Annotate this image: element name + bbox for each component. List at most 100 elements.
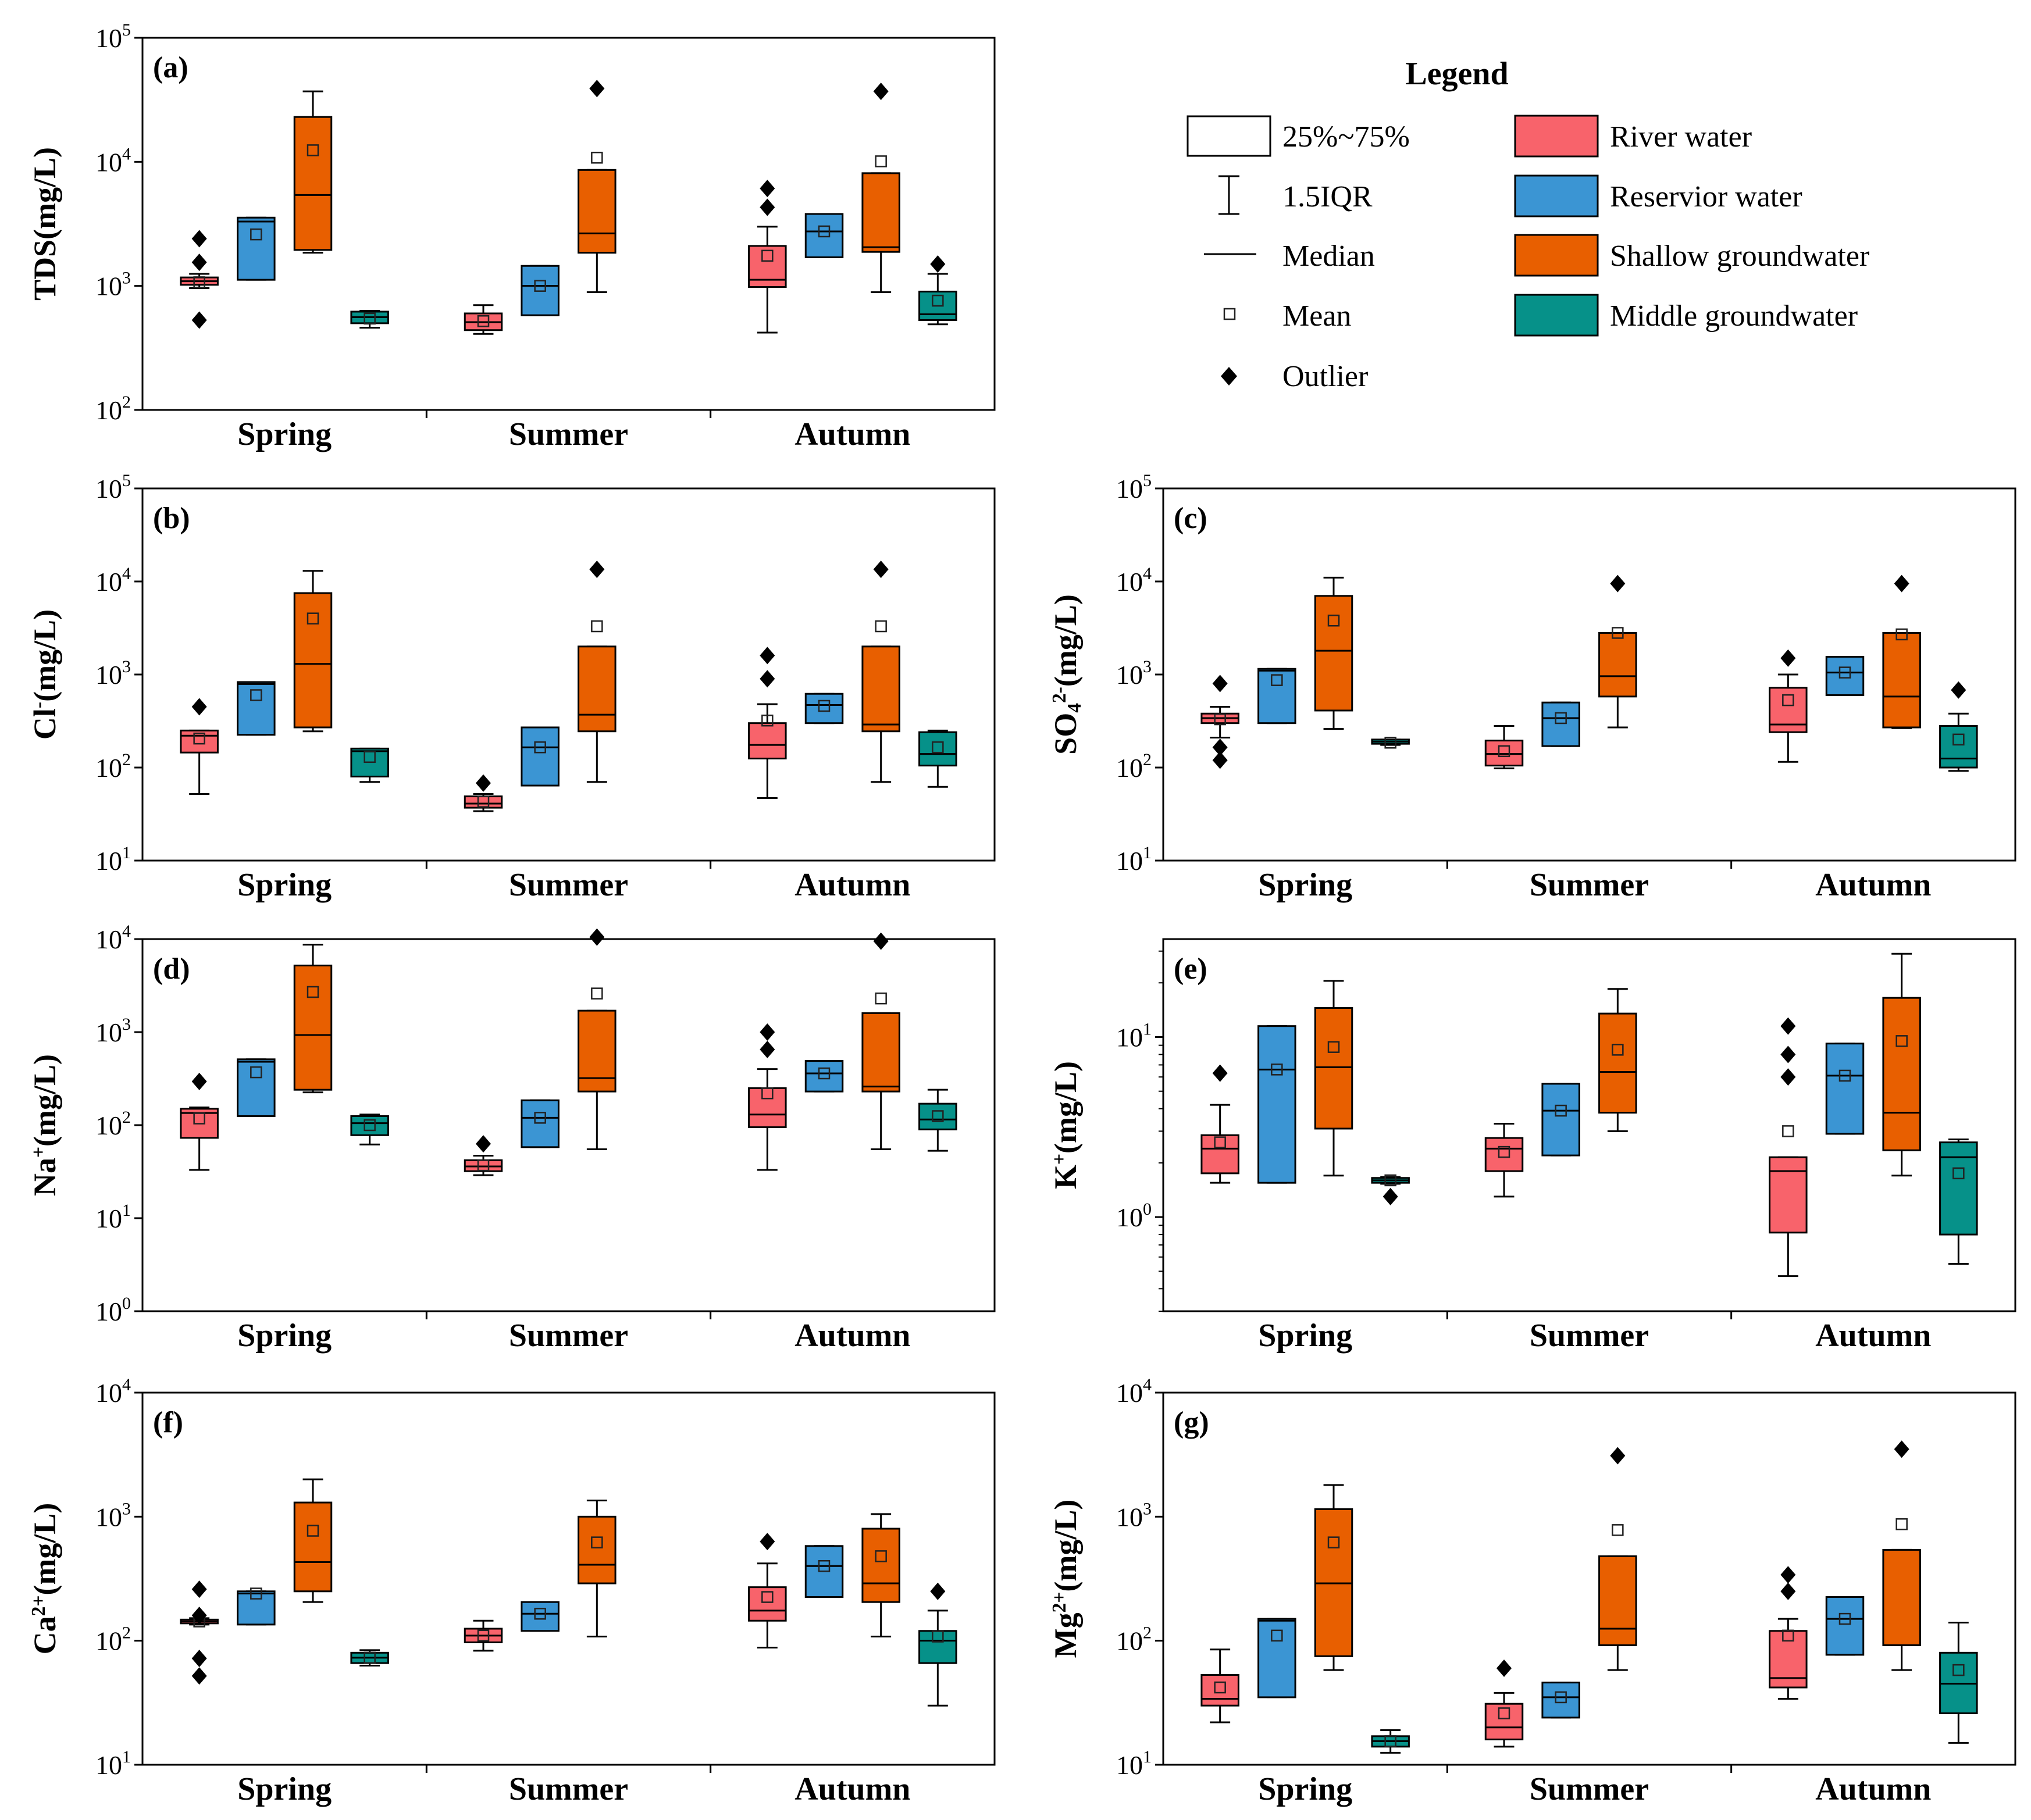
mean-marker	[477, 1629, 490, 1642]
box-river	[180, 1072, 219, 1171]
tick-exponent: 5	[1143, 471, 1152, 490]
box-reservoir	[804, 693, 844, 725]
y-tick-label: 105	[95, 471, 131, 504]
mean-marker	[1555, 1691, 1567, 1704]
y-tick-label: 104	[95, 564, 131, 597]
mean-marker	[932, 294, 944, 307]
box-river	[464, 1619, 503, 1652]
panel-label: (e)	[1174, 952, 1207, 986]
outlier-marker	[760, 198, 775, 216]
legend-group-label: River water	[1610, 120, 1752, 154]
box-body	[1484, 1137, 1524, 1172]
tick-base: 10	[95, 1204, 122, 1233]
y-tick-label: 103	[95, 269, 131, 301]
box-shallow	[1314, 1484, 1353, 1671]
mean-marker	[1838, 1612, 1851, 1625]
box-reservoir	[1825, 1043, 1865, 1135]
box-shallow	[293, 90, 333, 254]
mean-marker	[1327, 614, 1340, 627]
tick-base: 10	[95, 1018, 122, 1047]
outlier-marker	[191, 698, 207, 716]
tick-base: 10	[95, 1502, 122, 1532]
mean-marker	[307, 144, 319, 156]
outlier-marker	[191, 1667, 207, 1685]
y-axis-label: Na+(mg/L)	[27, 1054, 62, 1196]
box-middle	[1371, 737, 1410, 749]
label-part: +	[1049, 1154, 1070, 1165]
tick-base: 10	[95, 925, 122, 954]
box-shallow	[1882, 1440, 1921, 1671]
outlier-marker	[1780, 649, 1796, 667]
tick-exponent: 2	[122, 392, 131, 412]
box-body	[1939, 1141, 1978, 1236]
tick-exponent: 2	[122, 750, 131, 769]
mean-marker	[1498, 1707, 1510, 1719]
box-river	[1200, 675, 1239, 769]
box-body	[1541, 701, 1580, 747]
tick-exponent: 2	[1143, 1623, 1152, 1643]
outlier-marker	[1894, 1440, 1909, 1458]
y-tick-label: 105	[1116, 471, 1152, 504]
outlier-marker	[873, 932, 889, 950]
box-body	[521, 265, 560, 316]
y-axis-label: TDS(mg/L)	[27, 147, 62, 301]
mean-marker	[250, 228, 262, 241]
box-body	[1484, 1703, 1524, 1740]
outlier-marker	[1780, 1566, 1796, 1584]
outlier-marker	[1610, 574, 1626, 593]
tick-base: 10	[95, 1378, 122, 1408]
box-river	[1484, 1123, 1524, 1198]
box-reservoir	[1541, 1682, 1580, 1719]
mean-marker	[1895, 628, 1908, 641]
outlier-marker	[1780, 1068, 1796, 1086]
box-body	[861, 1528, 900, 1603]
mean-marker	[818, 1560, 831, 1572]
tick-exponent: 4	[122, 922, 131, 941]
label-part: SO	[1048, 713, 1083, 755]
box-body	[1939, 725, 1978, 769]
label-part: Mg	[1048, 1612, 1083, 1658]
tick-exponent: 3	[122, 1015, 131, 1034]
y-tick-label: 101	[1116, 843, 1152, 876]
box-body	[237, 681, 276, 736]
box-shallow	[578, 1500, 617, 1638]
box-body	[1314, 1007, 1353, 1130]
box-middle	[918, 255, 957, 326]
outlier-marker	[760, 1533, 775, 1551]
box-middle	[918, 1582, 957, 1707]
outlier-marker	[1894, 574, 1909, 593]
y-tick-label: 102	[1116, 750, 1152, 783]
tick-base: 10	[1116, 846, 1143, 876]
box-body	[1882, 1548, 1921, 1646]
box-middle	[1939, 1139, 1978, 1265]
outlier-marker	[191, 1650, 207, 1668]
outlier-marker	[1951, 681, 1966, 699]
box-body	[578, 169, 617, 254]
y-tick-label: 101	[1116, 1019, 1152, 1052]
label-part: Cl	[27, 708, 62, 740]
mean-marker	[1498, 745, 1510, 758]
box-reservoir	[237, 681, 276, 736]
mean-marker	[1782, 694, 1794, 706]
outlier-marker	[191, 311, 207, 329]
box-reservoir	[1541, 701, 1580, 747]
mean-marker	[1384, 1174, 1396, 1187]
mean-marker	[1271, 1064, 1283, 1076]
mean-marker	[1838, 1069, 1851, 1082]
mean-marker	[193, 732, 205, 745]
y-axis-label: K+(mg/L)	[1048, 1061, 1083, 1189]
box-body	[293, 116, 333, 251]
y-tick-label: 103	[95, 1015, 131, 1047]
legend-group-label: Shallow groundwater	[1610, 240, 1869, 273]
box-reservoir	[237, 216, 276, 281]
mean-marker	[932, 1630, 944, 1643]
box-body	[1769, 1156, 1808, 1234]
outlier-marker	[589, 928, 605, 946]
box-reservoir	[521, 265, 560, 316]
outlier-marker	[873, 83, 889, 101]
outlier-marker	[476, 1135, 491, 1153]
box-reservoir	[521, 1601, 560, 1632]
